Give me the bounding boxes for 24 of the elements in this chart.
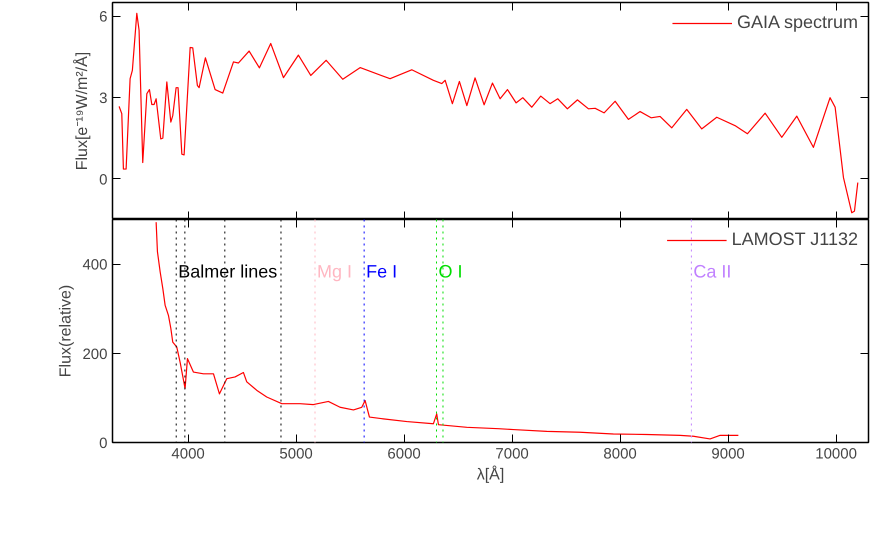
ref-line-label: Balmer lines [178,262,278,282]
x-tick-label: 8000 [603,446,637,462]
ref-line-label: Ca II [693,262,732,282]
x-axis-title: λ[Å] [476,466,504,484]
x-tick-label: 9000 [711,446,745,462]
ref-line-label: O I [438,262,463,282]
legend-label: GAIA spectrum [736,12,858,33]
ref-line-label: Fe I [366,262,398,282]
legend-label: LAMOST J1132 [732,229,858,250]
y-tick-label: 200 [82,346,108,363]
ref-line-label: Mg I [317,262,352,282]
x-tick-label: 7000 [495,446,529,462]
y-tick-label: 6 [99,8,108,26]
y-tick-label: 3 [99,90,108,107]
x-tick-label: 5000 [279,446,313,462]
x-tick-label: 4000 [171,446,205,462]
y-axis-title: Flux(relative) [57,284,74,378]
x-tick-label: 6000 [387,446,421,462]
y-tick-label: 0 [99,435,108,452]
line-series [118,12,858,214]
y-tick-label: 400 [82,256,108,274]
x-tick-label: 10000 [815,446,857,462]
y-axis-title: Flux[e⁻¹⁹W/m²/Å] [73,52,92,170]
y-tick-label: 0 [99,171,108,188]
